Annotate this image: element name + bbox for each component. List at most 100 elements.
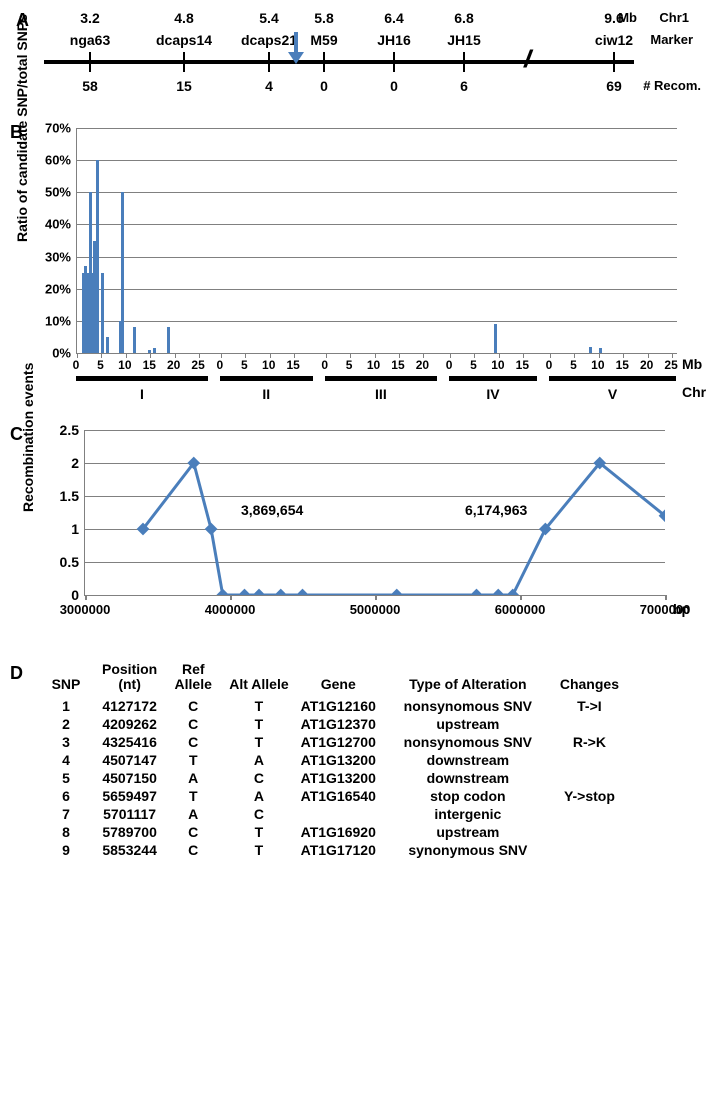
marker-3: M59 (310, 32, 337, 48)
cell: T (223, 697, 294, 715)
label-recom: # Recom. (643, 78, 701, 93)
table-row: 34325416CTAT1G12700nonsynomous SNVR->K (36, 733, 625, 751)
pos-mb-4: 6.4 (384, 10, 403, 26)
cell: A (163, 805, 223, 823)
b-ytick-20: 20% (45, 281, 77, 296)
marker-1: dcaps14 (156, 32, 212, 48)
b-xtick-3-0: 0 (446, 358, 453, 372)
c-ytick-0: 0 (71, 587, 85, 603)
table-row: 95853244CTAT1G17120synonymous SNV (36, 841, 625, 859)
cell: 3 (36, 733, 96, 751)
axis-break: // (524, 46, 525, 74)
c-xtick-4000000: 4000000 (205, 602, 256, 617)
cell: AT1G12370 (295, 715, 382, 733)
b-ytick-10: 10% (45, 313, 77, 328)
cell: 7 (36, 805, 96, 823)
cell: T->I (554, 697, 625, 715)
b-xtick-1-0: 0 (217, 358, 224, 372)
cell: 5 (36, 769, 96, 787)
b-xtick-3-5: 5 (470, 358, 477, 372)
snp-bar-14 (167, 327, 170, 353)
c-xtick-6000000: 6000000 (495, 602, 546, 617)
label-mb: Mb (618, 10, 637, 25)
snp-bar-13 (153, 348, 156, 353)
cell (554, 769, 625, 787)
marker-5: JH15 (447, 32, 480, 48)
b-ytick-40: 40% (45, 217, 77, 232)
col-6: Changes (554, 661, 625, 697)
recom-2: 4 (265, 78, 273, 94)
cell: 1 (36, 697, 96, 715)
cell: stop codon (382, 787, 554, 805)
panel-d: D SNPPosition(nt)RefAlleleAlt AlleleGene… (10, 661, 701, 859)
cell: 4507150 (96, 769, 163, 787)
c-ytick-0.5: 0.5 (60, 554, 85, 570)
marker-0: nga63 (70, 32, 110, 48)
b-xtick-2-20: 20 (416, 358, 429, 372)
cell: 2 (36, 715, 96, 733)
snp-bar-6 (96, 160, 99, 353)
cell: AT1G13200 (295, 751, 382, 769)
marker-4: JH16 (377, 32, 410, 48)
pos-mb-5: 6.8 (454, 10, 473, 26)
b-xtick-0-20: 20 (167, 358, 180, 372)
cell: 5659497 (96, 787, 163, 805)
cell: C (163, 733, 223, 751)
cell: Y->stop (554, 787, 625, 805)
snp-bar-10 (121, 192, 124, 353)
panel-c: C Recombination events 00.511.522.530000… (10, 424, 701, 649)
col-2: RefAllele (163, 661, 223, 697)
recom-3: 0 (320, 78, 328, 94)
b-xtick-2-10: 10 (367, 358, 380, 372)
b-ytick-60: 60% (45, 153, 77, 168)
cell: 4127172 (96, 697, 163, 715)
marker-2: dcaps21 (241, 32, 297, 48)
pos-mb-2: 5.4 (259, 10, 278, 26)
cell: C (163, 715, 223, 733)
recomb-line (85, 430, 665, 595)
b-ytick-30: 30% (45, 249, 77, 264)
cell: upstream (382, 823, 554, 841)
table-row: 65659497TAAT1G16540stop codonY->stop (36, 787, 625, 805)
cell: downstream (382, 769, 554, 787)
cell: upstream (382, 715, 554, 733)
marker-6: ciw12 (595, 32, 633, 48)
b-xtick-4-0: 0 (546, 358, 553, 372)
cell: AT1G12700 (295, 733, 382, 751)
cell: nonsynomous SNV (382, 697, 554, 715)
b-xtick-0-5: 5 (97, 358, 104, 372)
recom-5: 6 (460, 78, 468, 94)
cell: 6 (36, 787, 96, 805)
b-xtick-1-5: 5 (241, 358, 248, 372)
cell: 5701117 (96, 805, 163, 823)
chr-block-V (549, 376, 676, 381)
b-xtick-2-0: 0 (321, 358, 328, 372)
snp-bar-7 (101, 273, 104, 353)
cell: C (223, 769, 294, 787)
cell: nonsynomous SNV (382, 733, 554, 751)
b-xtick-1-10: 10 (262, 358, 275, 372)
cell: T (163, 751, 223, 769)
cell: AT1G17120 (295, 841, 382, 859)
table-row: 85789700CTAT1G16920upstream (36, 823, 625, 841)
chr-label-I: I (140, 386, 144, 402)
col-4: Gene (295, 661, 382, 697)
b-xtick-4-10: 10 (591, 358, 604, 372)
c-xtick-3000000: 3000000 (60, 602, 111, 617)
chr-block-II (220, 376, 313, 381)
b-xtick-4-20: 20 (640, 358, 653, 372)
table-row: 54507150ACAT1G13200downstream (36, 769, 625, 787)
cell: downstream (382, 751, 554, 769)
b-xtick-0-15: 15 (143, 358, 156, 372)
b-xtick-2-15: 15 (391, 358, 404, 372)
panel-b: B Ratio of candidate SNP/total SNPs 0%10… (10, 122, 701, 412)
table-row: 24209262CTAT1G12370upstream (36, 715, 625, 733)
cell: T (163, 787, 223, 805)
c-ytick-2.5: 2.5 (60, 422, 85, 438)
cell: 4 (36, 751, 96, 769)
pos-mb-0: 3.2 (80, 10, 99, 26)
b-xtick-3-15: 15 (516, 358, 529, 372)
b-xtick-4-25: 25 (664, 358, 677, 372)
chr-label-V: V (608, 386, 617, 402)
recom-4: 0 (390, 78, 398, 94)
